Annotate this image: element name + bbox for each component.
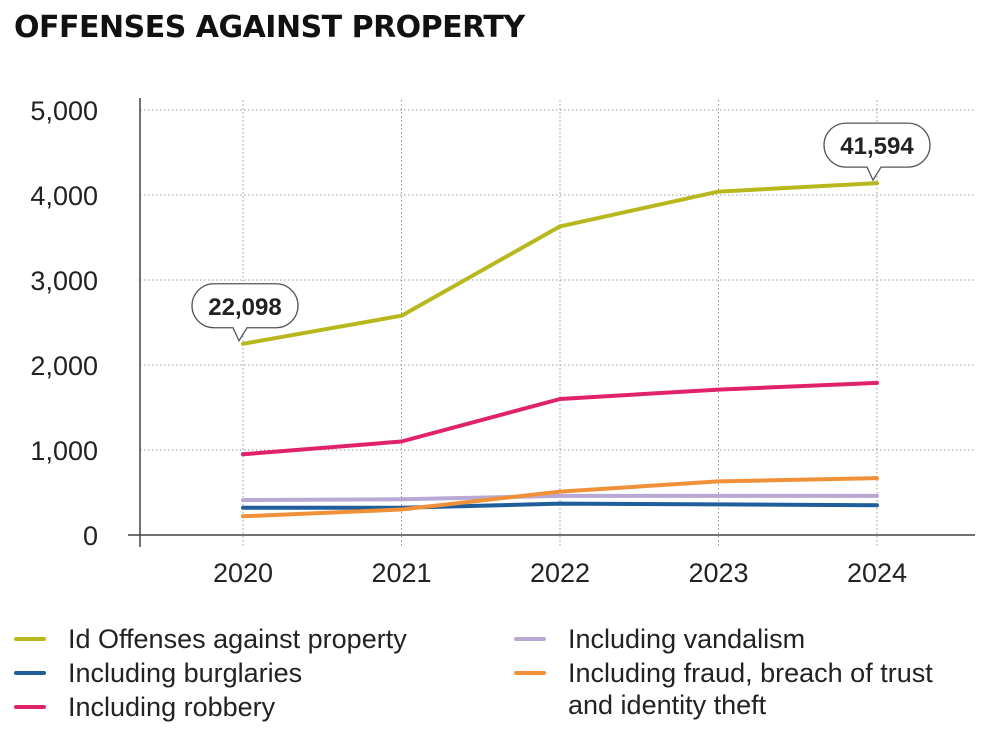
callout-bubble: [191, 283, 299, 343]
legend-item-fraud: Including fraud, breach of trust and ide…: [514, 657, 933, 721]
series-line-1: [241, 501, 879, 510]
callout-bubble: [823, 122, 931, 182]
callout: 22,098: [191, 283, 299, 343]
y-tick-label: 3,000: [30, 266, 98, 296]
series-line-4: [241, 476, 879, 519]
series-line-3: [241, 493, 879, 503]
y-tick-label: 2,000: [30, 351, 98, 381]
y-tick-label: 4,000: [30, 181, 98, 211]
legend-item-vandalism: Including vandalism: [514, 623, 805, 655]
legend-label: Including vandalism: [568, 624, 806, 654]
series-line-2: [241, 380, 879, 457]
x-tick-label: 2024: [847, 558, 907, 588]
legend-label: Including burglaries: [68, 658, 303, 688]
legend-item-burglaries: Including burglaries: [14, 657, 302, 689]
legend-swatch: [514, 637, 546, 641]
x-tick-label: 2022: [530, 558, 590, 588]
callout: 41,594: [823, 122, 931, 182]
y-tick-label: 0: [83, 521, 98, 551]
legend-item-offenses: Id Offenses against property: [14, 623, 407, 655]
y-tick-label: 1,000: [30, 436, 98, 466]
grid-lines: [140, 100, 975, 547]
legend-label: Including robbery: [68, 692, 276, 722]
legend-swatch: [14, 637, 46, 641]
series-lines: [241, 181, 879, 519]
callout-label: 22,098: [208, 294, 281, 321]
axes: [128, 98, 975, 547]
tick-labels: 0 1,000 2,000 3,000 4,000 5,000 2020 2021 2022 20…: [30, 96, 907, 588]
legend-swatch: [14, 705, 46, 709]
y-tick-label: 5,000: [30, 96, 98, 126]
legend-swatch: [514, 671, 546, 675]
line-chart: 0 1,000 2,000 3,000 4,000 5,000 2020 2021 2022 20…: [30, 96, 975, 588]
chart-title: OFFENSES AGAINST PROPERTY: [14, 10, 525, 45]
callouts: 22,098 41,594: [191, 122, 931, 343]
series-line-0: [241, 181, 879, 346]
x-tick-label: 2023: [688, 558, 748, 588]
legend: Id Offenses against property Including b…: [0, 615, 994, 745]
legend-swatch: [14, 671, 46, 675]
x-tick-label: 2021: [371, 558, 431, 588]
legend-label: Id Offenses against property: [68, 624, 407, 654]
legend-label: Including fraud, breach of trust and ide…: [568, 658, 933, 720]
callout-label: 41,594: [840, 133, 914, 160]
x-tick-label: 2020: [213, 558, 273, 588]
legend-item-robbery: Including robbery: [14, 691, 275, 723]
